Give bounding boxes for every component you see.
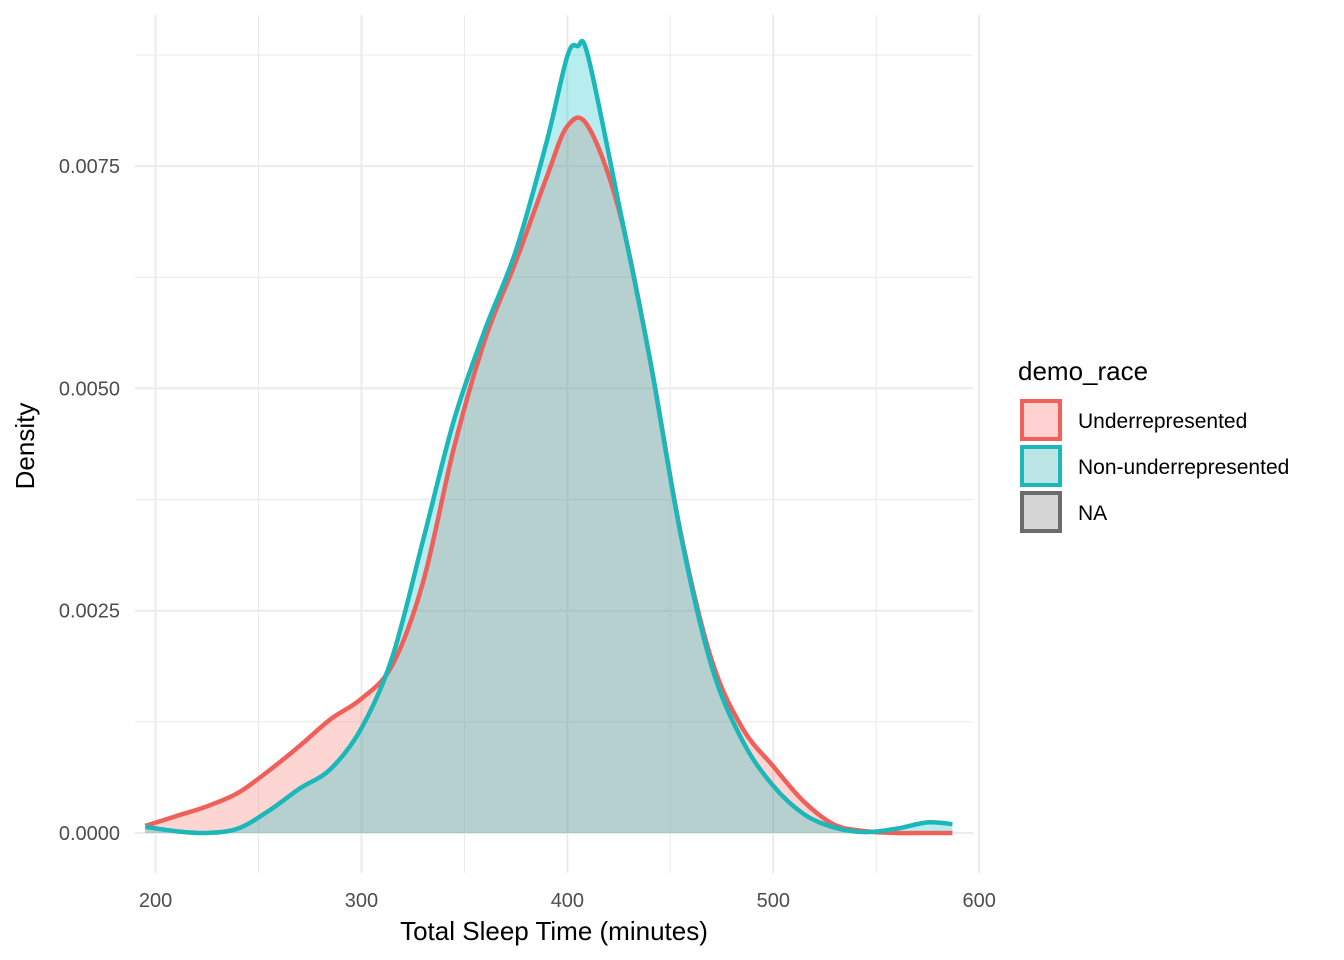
legend-label-na: NA xyxy=(1078,502,1107,525)
density-line-underrepresented xyxy=(144,115,953,836)
x-axis-ticks: 200 300 400 500 600 xyxy=(139,890,996,912)
y-tick-label: 0.0000 xyxy=(59,823,120,845)
y-tick-label: 0.0050 xyxy=(59,378,120,400)
x-tick-label: 600 xyxy=(962,890,995,912)
grid-lines xyxy=(135,15,981,873)
x-tick-label: 200 xyxy=(139,890,172,912)
y-axis-title: Density xyxy=(10,403,40,490)
legend-key-non-underrepresented xyxy=(1020,445,1062,487)
density-areas xyxy=(144,38,953,836)
y-tick-label: 0.0025 xyxy=(59,601,120,623)
density-line-non-underrepresented xyxy=(144,38,953,836)
legend-label-non-underrepresented: Non-underrepresented xyxy=(1078,456,1289,479)
x-tick-label: 400 xyxy=(551,890,584,912)
legend-key-underrepresented xyxy=(1020,399,1062,441)
y-tick-label: 0.0075 xyxy=(59,156,120,178)
y-axis-ticks: 0.0000 0.0025 0.0050 0.0075 xyxy=(59,156,120,845)
density-area-non-underrepresented xyxy=(145,40,953,834)
x-axis-title: Total Sleep Time (minutes) xyxy=(400,916,708,946)
legend: demo_race Underrepresented Non-underrepr… xyxy=(1018,356,1289,533)
legend-label-underrepresented: Underrepresented xyxy=(1078,410,1247,433)
legend-title: demo_race xyxy=(1018,356,1148,386)
legend-key-na xyxy=(1020,491,1062,533)
x-tick-label: 500 xyxy=(757,890,790,912)
density-area-underrepresented xyxy=(145,117,953,834)
x-tick-label: 300 xyxy=(345,890,378,912)
